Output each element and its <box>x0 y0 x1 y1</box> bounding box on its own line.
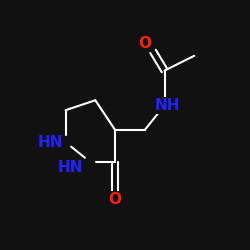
FancyBboxPatch shape <box>137 35 152 52</box>
FancyBboxPatch shape <box>58 158 83 176</box>
Text: HN: HN <box>58 160 83 174</box>
Text: NH: NH <box>154 98 180 113</box>
FancyBboxPatch shape <box>155 96 180 114</box>
FancyBboxPatch shape <box>108 190 122 208</box>
FancyBboxPatch shape <box>38 134 63 151</box>
Text: O: O <box>138 36 151 51</box>
Text: O: O <box>108 192 122 207</box>
Text: HN: HN <box>38 135 64 150</box>
